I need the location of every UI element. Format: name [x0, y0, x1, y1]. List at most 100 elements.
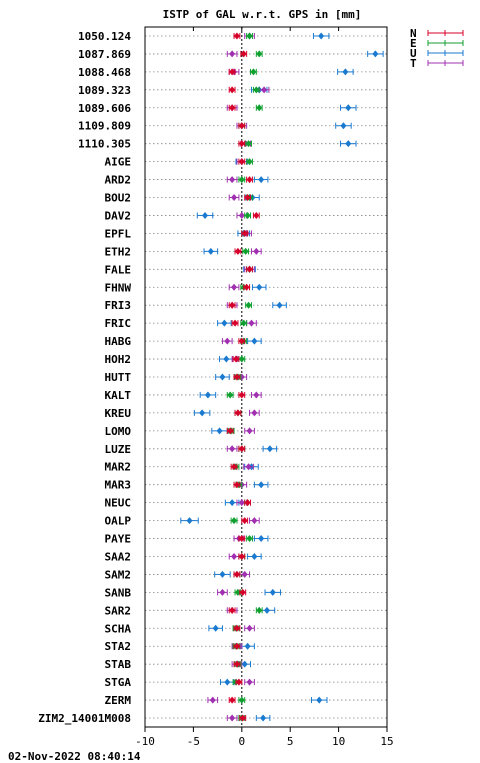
point-T	[229, 176, 236, 184]
legend-label: N	[410, 27, 417, 40]
point-N	[232, 319, 239, 327]
error-bar-U	[262, 445, 278, 453]
error-bar-E	[238, 176, 246, 184]
data-marks	[180, 32, 384, 722]
error-bar-T	[228, 194, 240, 202]
error-bar-E	[246, 158, 253, 166]
error-bar-T	[249, 409, 260, 417]
error-bar-N	[239, 588, 247, 596]
error-bar-U	[264, 588, 282, 596]
error-bar-N	[233, 481, 241, 489]
error-bar-N	[238, 140, 246, 148]
x-tick-label: 10	[332, 735, 345, 748]
point-T	[246, 427, 253, 435]
point-E	[250, 68, 257, 76]
y-tick-label: HUTT	[105, 371, 132, 384]
point-E	[256, 104, 263, 112]
point-U	[224, 678, 231, 686]
x-tick-label: 5	[287, 735, 294, 748]
error-bar-U	[247, 337, 262, 345]
error-bar-N	[246, 265, 253, 273]
error-bar-N	[233, 373, 241, 381]
legend-label: T	[410, 57, 417, 70]
point-U	[316, 696, 323, 704]
error-bar-E	[242, 247, 250, 255]
error-bar-N	[241, 229, 249, 237]
point-N	[233, 624, 240, 632]
error-bar-N	[252, 211, 260, 219]
point-E	[238, 176, 245, 184]
point-T	[231, 552, 238, 560]
y-tick-label: LOMO	[105, 425, 132, 438]
y-tick-label: 1109.809	[78, 120, 131, 133]
point-N	[227, 427, 234, 435]
error-bar-T	[221, 337, 233, 345]
y-tick-label: 1050.124	[78, 30, 131, 43]
error-bar-T	[226, 445, 238, 453]
point-N	[238, 535, 245, 543]
point-N	[238, 445, 245, 453]
point-N	[246, 176, 253, 184]
point-T	[219, 588, 226, 596]
error-bar-N	[235, 678, 243, 686]
y-tick-label: SAR2	[105, 604, 132, 617]
error-bar-T	[217, 588, 228, 596]
chart-title: ISTP of GAL w.r.t. GPS in [mm]	[163, 8, 362, 21]
y-tick-label: HOH2	[105, 353, 132, 366]
error-bar-N	[244, 499, 252, 507]
point-E	[245, 301, 252, 309]
x-axis: -10 -5 0 5 10 15	[135, 27, 394, 748]
y-tick-label: 1089.606	[78, 102, 131, 115]
point-T	[231, 194, 238, 202]
point-U	[318, 32, 325, 40]
point-N	[233, 373, 240, 381]
y-tick-label: MAR3	[105, 479, 132, 492]
point-N	[239, 588, 246, 596]
y-tick-label: LUZE	[105, 443, 132, 456]
error-bar-U	[196, 211, 214, 219]
error-bar-T	[207, 696, 219, 704]
error-bar-E	[244, 211, 252, 219]
point-T	[238, 499, 245, 507]
point-N	[234, 409, 241, 417]
point-U	[340, 122, 347, 130]
y-tick-label: 1088.468	[78, 66, 131, 79]
error-bar-U	[219, 355, 234, 363]
y-tick-label: OALP	[105, 515, 132, 528]
point-U	[260, 714, 267, 722]
point-U	[345, 140, 352, 148]
point-E	[238, 355, 245, 363]
point-N	[233, 660, 240, 668]
point-U	[269, 588, 276, 596]
point-U	[219, 373, 226, 381]
point-U	[251, 337, 258, 345]
y-axis-labels: 1050.124 1087.869 1088.468 1089.323 1089.606…	[38, 30, 131, 725]
point-U	[345, 104, 352, 112]
point-N	[232, 355, 239, 363]
point-U	[258, 535, 265, 543]
error-bar-T	[246, 319, 257, 327]
point-U	[263, 606, 270, 614]
error-bar-N	[228, 606, 236, 614]
y-tick-label: 1087.869	[78, 48, 131, 61]
error-bar-E	[255, 104, 263, 112]
point-T	[229, 445, 236, 453]
point-U	[258, 481, 265, 489]
point-E	[245, 140, 252, 148]
error-bar-T	[250, 391, 262, 399]
point-N	[229, 68, 236, 76]
plot-frame	[144, 26, 388, 728]
y-tick-label: FALE	[105, 263, 132, 276]
x-tick-label: 15	[380, 735, 393, 748]
error-bar-N	[238, 535, 246, 543]
error-bar-T	[243, 463, 254, 471]
y-tick-label: FRI3	[105, 299, 132, 312]
point-N	[233, 32, 240, 40]
point-E	[238, 696, 245, 704]
error-bar-U	[180, 517, 199, 525]
error-bar-T	[244, 678, 255, 686]
error-bar-N	[233, 570, 241, 578]
grid	[145, 35, 387, 719]
point-N	[233, 481, 240, 489]
point-T	[246, 678, 253, 686]
